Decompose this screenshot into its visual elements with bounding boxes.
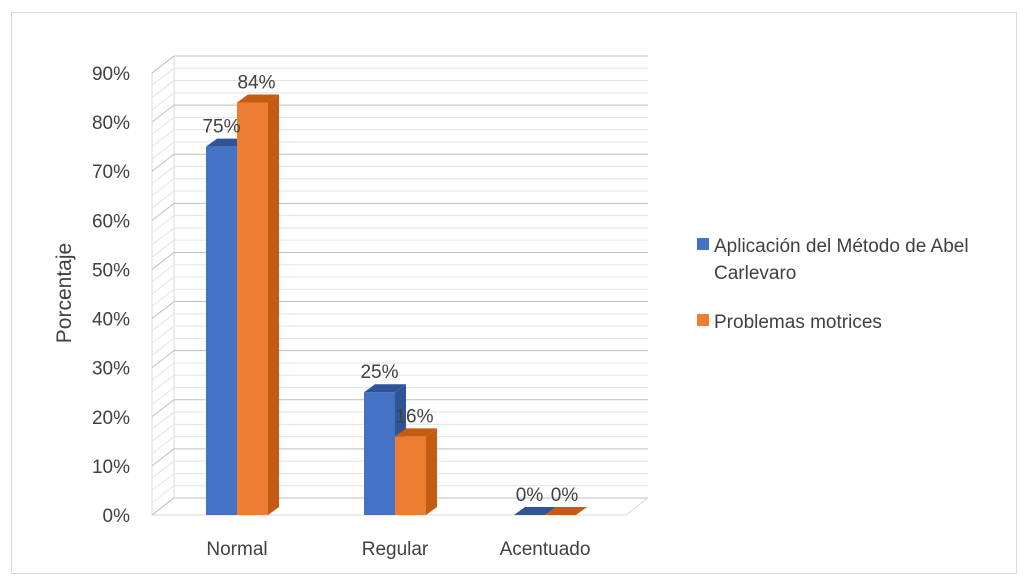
minor-gridline — [151, 227, 648, 246]
legend-label: Carlevaro — [714, 263, 796, 284]
major-gridline — [151, 153, 648, 172]
legend-swatch — [697, 314, 709, 326]
bar-series — [206, 94, 587, 515]
bar-front-face — [237, 102, 268, 515]
minor-gridline — [151, 472, 648, 491]
bar-side-face — [268, 94, 279, 515]
minor-gridline — [151, 129, 648, 148]
minor-gridline — [151, 313, 648, 332]
minor-gridline — [151, 92, 648, 111]
y-tick-label: 60% — [92, 211, 130, 232]
major-gridline — [151, 202, 648, 221]
chart-frame — [11, 12, 1017, 574]
minor-gridline — [151, 80, 648, 98]
data-label: 84% — [237, 72, 275, 93]
y-tick-label: 50% — [92, 260, 130, 281]
y-tick-label: 40% — [92, 310, 130, 331]
major-gridline — [151, 55, 648, 74]
minor-gridline — [151, 411, 648, 430]
major-gridline — [151, 399, 648, 418]
minor-gridline — [151, 239, 648, 258]
major-gridline — [151, 251, 648, 270]
gridlines — [151, 55, 649, 516]
bar-acentuado-series-2 — [545, 507, 587, 515]
minor-gridline — [151, 276, 648, 295]
minor-gridline — [151, 387, 648, 405]
y-tick-label: 30% — [92, 359, 130, 380]
major-gridline — [151, 301, 648, 319]
minor-gridline — [151, 325, 648, 344]
minor-gridline — [151, 166, 648, 184]
major-gridline — [151, 350, 648, 369]
y-tick-label: 10% — [92, 457, 130, 478]
legend-entry-2: Problemas motrices — [697, 312, 882, 333]
minor-gridline — [151, 374, 648, 393]
minor-gridline — [151, 141, 648, 160]
legend: Aplicación del Método de Abel Carlevaro Pr… — [697, 236, 969, 333]
y-tick-label: 20% — [92, 408, 130, 429]
legend-label: Problemas motrices — [714, 312, 882, 333]
y-tick-label: 0% — [103, 506, 131, 527]
data-labels: 75% 84% 25% 16% 0% 0% — [202, 72, 578, 506]
major-gridline — [151, 104, 648, 123]
y-tick-label: 70% — [92, 162, 130, 183]
legend-entry-1: Aplicación del Método de Abel Carlevaro — [697, 236, 969, 284]
bar-front-face — [395, 436, 426, 515]
minor-gridline — [151, 116, 648, 135]
data-label: 16% — [395, 406, 433, 427]
bar-front-face — [206, 146, 237, 515]
y-tick-label: 90% — [92, 64, 130, 85]
minor-gridline — [151, 337, 648, 356]
x-axis-category-labels: Normal Regular Acentuado — [206, 539, 590, 560]
bar-regular-series-2 — [395, 428, 437, 515]
minor-gridline — [151, 460, 648, 479]
minor-gridline — [151, 423, 648, 442]
data-label: 75% — [202, 117, 240, 138]
data-label: 25% — [360, 362, 398, 383]
y-axis-title: Porcentaje — [53, 243, 76, 343]
minor-gridline — [151, 485, 648, 504]
bar-front-face — [364, 392, 395, 515]
bar-acentuado-series-1 — [514, 507, 556, 515]
major-gridline — [151, 497, 648, 516]
minor-gridline — [151, 264, 648, 283]
data-label: 0% — [516, 485, 544, 506]
minor-gridline — [151, 215, 648, 234]
major-gridline — [151, 448, 648, 467]
bar-top-face — [395, 428, 437, 437]
legend-swatch — [697, 238, 709, 250]
bar-top-face — [514, 507, 556, 515]
minor-gridline — [151, 288, 648, 307]
data-label: 0% — [551, 485, 579, 506]
minor-gridline — [151, 67, 648, 86]
bar-top-face — [364, 384, 406, 393]
y-tick-label: 80% — [92, 113, 130, 134]
floor-right-edge — [625, 497, 649, 516]
minor-gridline — [151, 436, 648, 455]
x-category-label: Regular — [362, 539, 429, 560]
bar-normal-series-2 — [237, 94, 279, 515]
minor-gridline — [151, 190, 648, 209]
legend-label: Aplicación del Método de Abel — [714, 236, 969, 257]
minor-gridline — [151, 362, 648, 381]
bar-top-face — [237, 94, 279, 103]
bar-top-face — [545, 507, 587, 515]
x-category-label: Acentuado — [500, 539, 591, 560]
bar-side-face — [426, 428, 437, 515]
minor-gridline — [151, 178, 648, 197]
x-category-label: Normal — [206, 539, 267, 560]
y-axis-tick-labels: 0% 10% 20% 30% 40% 50% 60% 70% 80% 90% — [92, 64, 130, 527]
